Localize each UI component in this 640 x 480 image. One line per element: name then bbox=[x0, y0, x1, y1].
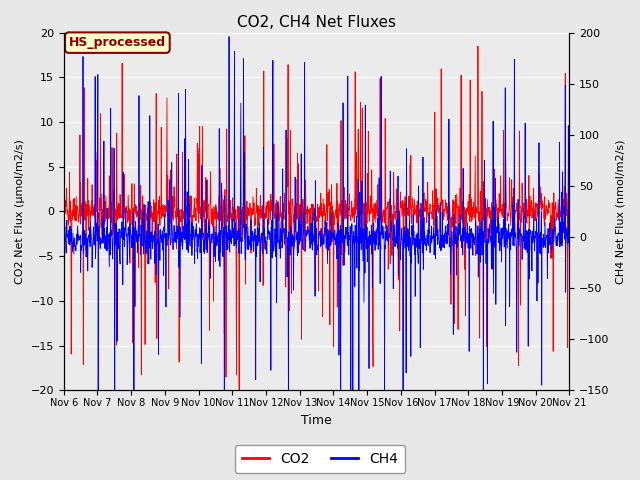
Text: HS_processed: HS_processed bbox=[69, 36, 166, 49]
X-axis label: Time: Time bbox=[301, 414, 332, 427]
Y-axis label: CH4 Net Flux (nmol/m2/s): CH4 Net Flux (nmol/m2/s) bbox=[615, 139, 625, 284]
Legend: CO2, CH4: CO2, CH4 bbox=[235, 445, 405, 473]
Title: CO2, CH4 Net Fluxes: CO2, CH4 Net Fluxes bbox=[237, 15, 396, 30]
Y-axis label: CO2 Net Flux (μmol/m2/s): CO2 Net Flux (μmol/m2/s) bbox=[15, 139, 25, 284]
